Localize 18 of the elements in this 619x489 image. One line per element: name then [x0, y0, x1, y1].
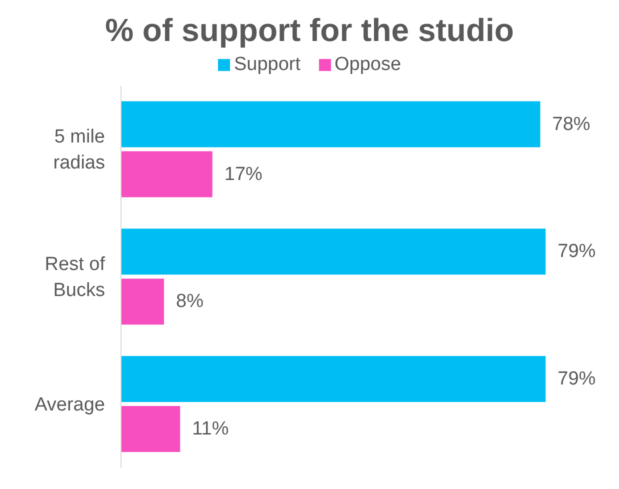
bar [121, 278, 164, 325]
data-label: 79% [558, 241, 596, 262]
bar [121, 228, 546, 275]
data-label: 17% [224, 164, 263, 185]
y-tick-label: 5 mile radias [53, 126, 105, 174]
y-tick-label: Average [34, 394, 105, 415]
bar [121, 151, 212, 198]
chart-title: % of support for the studio [104, 11, 515, 50]
legend-label: Oppose [334, 54, 402, 76]
data-label: 78% [552, 114, 590, 135]
bar [121, 101, 540, 148]
bar [121, 356, 546, 402]
bar [121, 406, 180, 452]
data-label: 79% [558, 368, 596, 390]
data-label: 8% [176, 291, 204, 312]
data-label: 11% [192, 418, 229, 440]
legend-label: Support [234, 54, 300, 76]
y-tick-label: Rest of Bucks [44, 254, 106, 300]
